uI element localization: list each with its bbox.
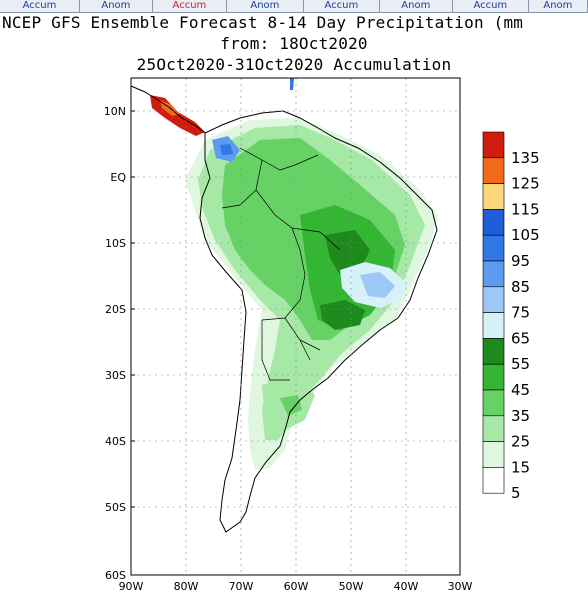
- precip-cuba-hint: [290, 78, 294, 90]
- lon-label: 80W: [174, 580, 199, 593]
- colorbar: 135 125 115 105 95 85 75 65 55 45 35 25 15 5: [482, 131, 540, 502]
- colorbar-swatch: [482, 183, 505, 210]
- tab-accum-7[interactable]: Accum: [453, 0, 529, 12]
- colorbar-swatch: [482, 157, 505, 184]
- colorbar-swatch: [482, 234, 505, 262]
- colorbar-swatch: [482, 209, 505, 236]
- colorbar-label: 125: [511, 175, 540, 193]
- colorbar-swatch: [482, 389, 505, 417]
- lat-label: 20S: [105, 303, 126, 316]
- colorbar-label: 25: [511, 433, 530, 451]
- forecast-date: from: 18Oct2020: [220, 34, 368, 53]
- colorbar-swatch: [482, 286, 505, 313]
- country-borders: [221, 147, 341, 381]
- colorbar-swatch: [482, 338, 505, 365]
- longitude-labels: 90W 80W 70W 60W 50W 40W 30W: [119, 580, 473, 593]
- lon-label: 30W: [448, 580, 473, 593]
- colorbar-label: 95: [511, 252, 530, 270]
- precip-south-core: [280, 395, 302, 416]
- tab-accum-3[interactable]: Accum: [153, 0, 227, 12]
- tab-bar: Accum Anom Accum Anom Accum Anom Accum Anom: [0, 0, 588, 13]
- colorbar-swatch: [482, 131, 505, 159]
- colorbar-swatch: [482, 467, 505, 494]
- colorbar-swatch: [482, 415, 505, 442]
- precip-dark-green-2: [320, 300, 365, 330]
- lat-label: 40S: [105, 435, 126, 448]
- tab-accum-5[interactable]: Accum: [304, 0, 380, 12]
- colorbar-label: 105: [511, 226, 540, 244]
- colorbar-label: 35: [511, 407, 530, 425]
- colorbar-label: 45: [511, 381, 530, 399]
- lat-label: 10N: [104, 105, 126, 118]
- colorbar-swatch: [482, 363, 505, 391]
- graticule: [131, 78, 460, 575]
- lat-label: 60S: [105, 569, 126, 582]
- colorbar-label: 115: [511, 200, 540, 218]
- tab-anom-8[interactable]: Anom: [529, 0, 588, 12]
- tab-accum-1[interactable]: Accum: [0, 0, 80, 12]
- tab-anom-2[interactable]: Anom: [80, 0, 153, 12]
- colorbar-label: 5: [511, 484, 521, 502]
- lat-label: 30S: [105, 369, 126, 382]
- lon-label: 40W: [394, 580, 419, 593]
- lon-label: 60W: [284, 580, 309, 593]
- precip-colombia-core: [220, 144, 233, 155]
- colorbar-swatch: [482, 312, 505, 339]
- lat-label: 10S: [105, 237, 126, 250]
- lon-label: 50W: [339, 580, 364, 593]
- colorbar-label: 85: [511, 278, 530, 296]
- tab-anom-4[interactable]: Anom: [227, 0, 304, 12]
- colorbar-swatch: [482, 441, 505, 468]
- precip-light-blue: [360, 272, 395, 298]
- tab-anom-6[interactable]: Anom: [380, 0, 453, 12]
- lat-label: 50S: [105, 501, 126, 514]
- precip-dark-green: [325, 230, 370, 275]
- accumulation-period: 25Oct2020-31Oct2020 Accumulation: [136, 55, 452, 74]
- central-america-outline: [130, 85, 206, 134]
- lon-label: 70W: [229, 580, 254, 593]
- colorbar-swatch: [482, 260, 505, 288]
- latitude-labels: 10N EQ 10S 20S 30S 40S 50S 60S: [104, 105, 135, 582]
- colorbar-label: 65: [511, 329, 530, 347]
- page-title: NCEP GFS Ensemble Forecast 8-14 Day Prec…: [2, 13, 524, 32]
- colorbar-label: 75: [511, 304, 530, 322]
- colorbar-label: 55: [511, 355, 530, 373]
- colorbar-label: 135: [511, 149, 540, 167]
- precipitation-field: [150, 78, 438, 470]
- colorbar-label: 15: [511, 458, 530, 476]
- lon-label: 90W: [119, 580, 144, 593]
- south-america-outline: [199, 110, 438, 533]
- lat-label: EQ: [110, 171, 126, 184]
